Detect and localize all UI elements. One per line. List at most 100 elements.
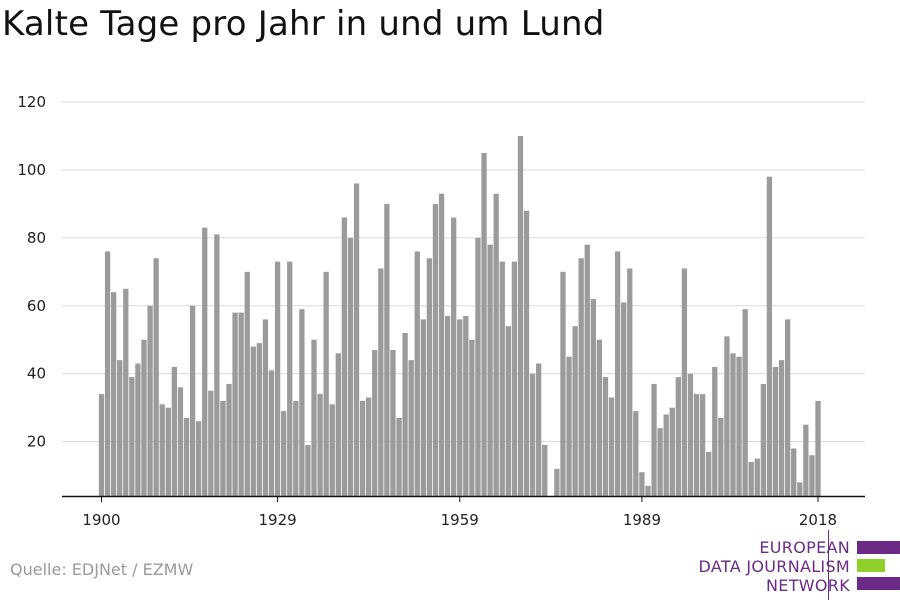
bar [359, 400, 366, 496]
bar [238, 312, 244, 496]
bar [481, 152, 487, 496]
bar [590, 299, 596, 496]
bar [183, 417, 190, 496]
bar [281, 411, 287, 496]
bar [791, 448, 797, 496]
bar [153, 258, 159, 496]
bar [335, 353, 341, 496]
y-tick-label: 60 [27, 297, 46, 315]
logo-line-data-journalism: DATA JOURNALISM [698, 557, 850, 576]
bar [104, 251, 111, 496]
y-tick-label: 100 [17, 161, 46, 179]
bar [815, 400, 821, 496]
bar [250, 346, 256, 496]
bar [736, 356, 742, 496]
bar [766, 176, 773, 497]
bar [760, 383, 766, 496]
bar [208, 390, 214, 496]
bar [706, 451, 712, 496]
bar [651, 383, 657, 496]
bar [214, 234, 220, 496]
bar [451, 217, 457, 496]
bar [323, 271, 329, 496]
bar [584, 244, 590, 496]
bar [754, 458, 760, 496]
bar [110, 292, 117, 496]
bar [141, 339, 147, 496]
bar [98, 394, 105, 496]
chart-title: Kalte Tage pro Jahr in und um Lund [2, 4, 605, 44]
bar [742, 309, 748, 496]
bar [372, 349, 378, 496]
bar [274, 261, 281, 496]
logo-bar-purple-bottom [857, 577, 900, 590]
bar [554, 468, 560, 496]
bar [457, 319, 463, 496]
bar [262, 319, 269, 496]
bar [444, 315, 451, 496]
bar [712, 366, 718, 496]
y-tick-label: 80 [27, 229, 46, 247]
bar [572, 326, 578, 496]
bar [475, 237, 481, 497]
bar [596, 339, 603, 496]
bar [305, 445, 311, 496]
bar [135, 363, 141, 496]
bar [493, 193, 499, 496]
bar [602, 377, 609, 496]
x-tick-label: 1929 [258, 511, 296, 529]
bar [287, 261, 293, 496]
bar [699, 394, 706, 496]
bar [366, 397, 372, 496]
bar [408, 360, 414, 496]
bar [463, 315, 469, 496]
bar [220, 400, 226, 496]
bar [232, 312, 238, 496]
bar [560, 271, 566, 496]
bar [329, 404, 335, 496]
bar [426, 258, 433, 496]
edjnet-logo: EUROPEAN DATA JOURNALISM NETWORK [698, 530, 900, 600]
x-tick-label: 1959 [441, 511, 479, 529]
bar [487, 244, 493, 496]
bar [724, 336, 730, 496]
bar [523, 210, 530, 497]
bar [687, 373, 694, 496]
bar [578, 258, 584, 496]
bar [645, 485, 651, 496]
y-tick-label: 20 [27, 433, 46, 451]
bar [718, 417, 724, 496]
bar [627, 268, 633, 496]
bar [244, 271, 250, 496]
bar [196, 421, 202, 496]
bar [748, 462, 754, 496]
bar [414, 251, 420, 496]
bar [341, 217, 348, 496]
bar [311, 339, 317, 496]
bar [809, 455, 815, 496]
bar [420, 319, 426, 496]
bar [608, 397, 615, 496]
bar [517, 135, 524, 496]
logo-bar-purple-top [857, 541, 900, 554]
bar [784, 319, 791, 496]
bar [268, 370, 275, 496]
bar [353, 183, 360, 496]
bar [402, 332, 408, 496]
bar [621, 302, 627, 496]
bar [772, 366, 779, 496]
bar [693, 394, 700, 496]
bar [663, 414, 669, 496]
bar [165, 407, 171, 496]
bar [159, 404, 165, 496]
bar [202, 227, 208, 496]
bar [529, 373, 536, 496]
bar [614, 251, 621, 496]
bar [803, 424, 809, 496]
bar [347, 237, 354, 497]
bar [778, 360, 785, 496]
bar [639, 472, 645, 496]
source-note: Quelle: EDJNet / EZMW [10, 560, 194, 579]
logo-divider [828, 530, 829, 600]
logo-bar-green [857, 559, 885, 572]
